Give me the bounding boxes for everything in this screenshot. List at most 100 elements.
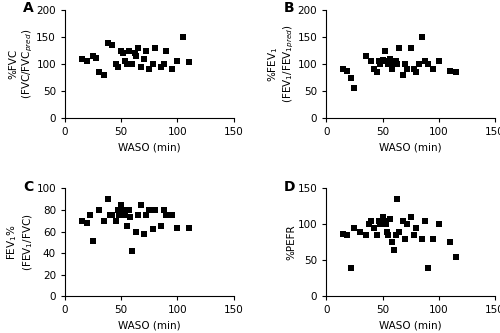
Point [396,45,404,51]
Y-axis label: %FEV$_1$
(FEV$_1$/FEV$_{1pred}$): %FEV$_1$ (FEV$_1$/FEV$_{1pred}$) [266,25,296,103]
Point [126,215,134,220]
Point [123,61,131,67]
Point [142,48,150,53]
Point [140,56,147,61]
Point [117,202,125,207]
Point [84,59,92,64]
Point [120,207,128,212]
Point [86,213,94,218]
Point [94,70,102,75]
Point [151,45,159,51]
Point [350,86,358,91]
Point [393,61,401,67]
Point [452,70,460,75]
Point [140,231,147,236]
Point [382,59,390,64]
Point [120,51,128,56]
Point [123,223,131,229]
Point [342,68,350,73]
X-axis label: WASO (min): WASO (min) [118,321,180,331]
Point [446,240,454,245]
Point [160,61,168,67]
Text: B: B [284,1,295,15]
Point [435,222,443,227]
Point [412,70,420,75]
Point [399,72,407,78]
Point [148,227,156,232]
Point [386,217,394,222]
Point [392,59,400,64]
Y-axis label: %PEFR: %PEFR [286,224,296,260]
Point [117,48,125,53]
Point [404,67,411,72]
Point [362,232,370,238]
Point [418,34,426,40]
Point [104,196,112,202]
Point [378,57,386,62]
Point [388,240,396,245]
Point [174,226,182,231]
Point [342,232,350,238]
Point [128,248,136,254]
Point [148,61,156,67]
Point [368,218,376,223]
Point [356,229,364,234]
Point [392,232,400,238]
Point [350,225,358,230]
Point [422,59,430,64]
Point [100,72,108,78]
Point [418,236,426,241]
Point [84,220,92,225]
Point [162,48,170,53]
Point [160,207,168,212]
Point [365,222,373,227]
Point [174,59,182,64]
X-axis label: WASO (min): WASO (min) [380,143,442,153]
Point [414,61,422,67]
Point [114,64,122,69]
Point [151,207,159,212]
Point [125,48,133,53]
Point [78,218,86,223]
Point [382,222,390,227]
Point [347,265,355,270]
Point [452,254,460,259]
Point [179,34,187,40]
Point [422,218,430,223]
Y-axis label: %FVC
(FVC/FVC$_{pred}$): %FVC (FVC/FVC$_{pred}$) [8,29,35,99]
Point [378,214,386,220]
Point [89,53,97,59]
Point [162,213,170,218]
Point [384,232,392,238]
Point [435,59,443,64]
Point [168,213,176,218]
Point [120,59,128,64]
Point [184,226,192,231]
Point [130,51,138,56]
Point [424,265,432,270]
Point [134,213,142,218]
Point [406,45,414,51]
Point [381,48,389,53]
Point [146,207,154,212]
Point [390,61,398,67]
Point [429,67,437,72]
Point [429,236,437,241]
Point [386,56,394,61]
Point [112,61,120,67]
Point [401,236,409,241]
Point [381,218,389,223]
Point [92,55,100,60]
Point [368,59,376,64]
Point [112,218,120,223]
Point [156,223,164,229]
Point [383,229,391,234]
Point [156,64,164,69]
Point [128,61,136,67]
Point [362,53,370,59]
Text: D: D [284,180,296,194]
Point [424,61,432,67]
Point [410,67,418,72]
Point [146,67,154,72]
Point [126,61,134,67]
